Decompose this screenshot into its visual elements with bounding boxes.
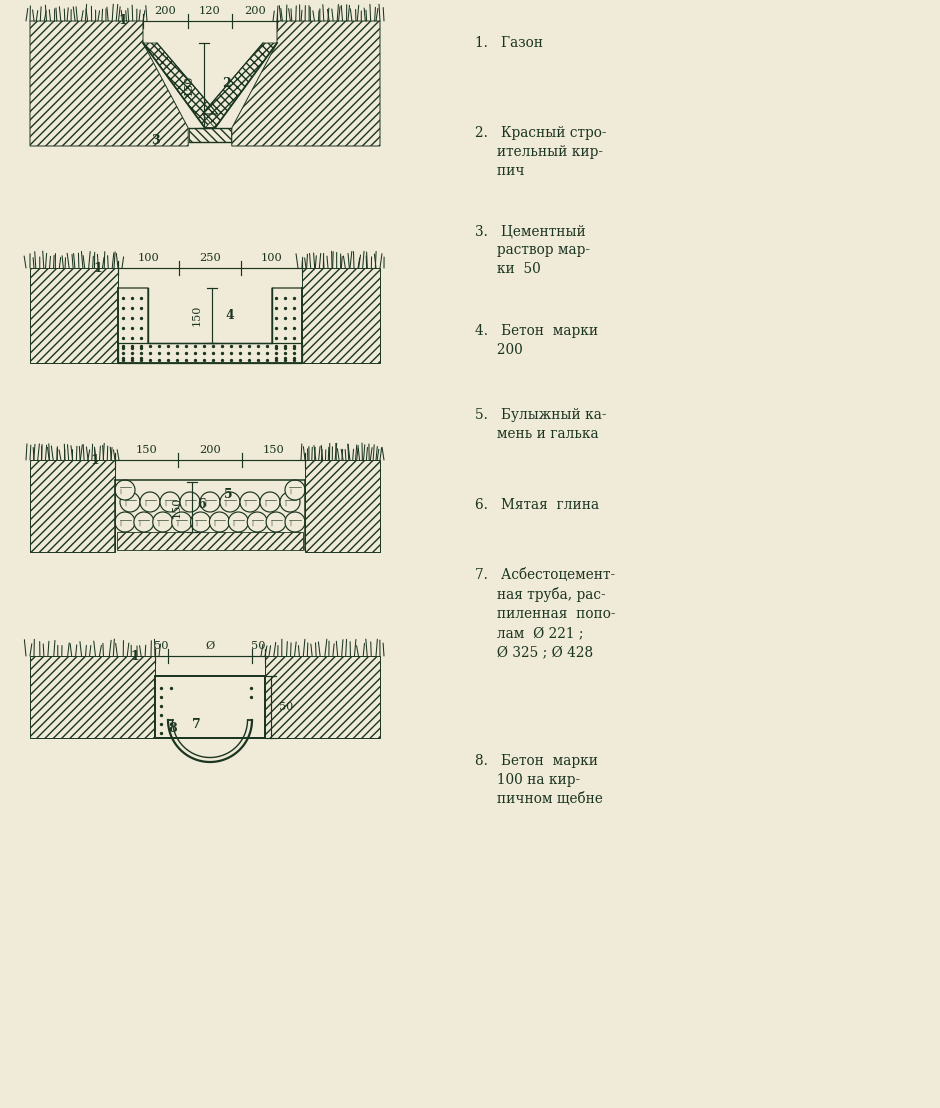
Circle shape [285, 480, 305, 500]
Circle shape [247, 512, 267, 532]
Text: 6.   Мятая  глина: 6. Мятая глина [475, 497, 599, 512]
Text: 120: 120 [199, 6, 221, 16]
Text: 4.   Бетон  марки
     200: 4. Бетон марки 200 [475, 324, 598, 357]
Circle shape [240, 492, 260, 512]
Polygon shape [189, 129, 231, 142]
Polygon shape [302, 268, 380, 363]
Circle shape [133, 512, 154, 532]
Polygon shape [30, 656, 155, 738]
Circle shape [228, 512, 248, 532]
Polygon shape [30, 268, 118, 363]
Polygon shape [30, 21, 188, 146]
Text: 150: 150 [184, 75, 194, 96]
Polygon shape [117, 532, 303, 550]
Circle shape [115, 480, 135, 500]
Circle shape [220, 492, 240, 512]
Text: 1: 1 [94, 261, 102, 275]
Text: 1.   Газон: 1. Газон [475, 35, 543, 50]
Polygon shape [232, 21, 380, 146]
Text: 150: 150 [135, 445, 158, 455]
Polygon shape [305, 460, 380, 552]
Text: 250: 250 [199, 253, 221, 263]
Text: 1: 1 [118, 14, 128, 28]
Circle shape [285, 512, 305, 532]
Text: 200: 200 [243, 6, 265, 16]
Text: 4: 4 [225, 309, 234, 322]
Polygon shape [118, 288, 148, 363]
Circle shape [120, 492, 140, 512]
Circle shape [160, 492, 180, 512]
Circle shape [180, 492, 200, 512]
Circle shape [200, 492, 220, 512]
Circle shape [191, 512, 211, 532]
Text: 50: 50 [154, 642, 169, 652]
Text: 200: 200 [154, 6, 176, 16]
Polygon shape [155, 676, 265, 738]
Text: 1: 1 [90, 453, 100, 466]
Text: 150: 150 [172, 496, 182, 517]
Text: 50: 50 [251, 642, 266, 652]
Text: 1: 1 [131, 649, 139, 663]
Polygon shape [202, 43, 277, 129]
Text: Ø: Ø [205, 642, 214, 652]
Text: 50: 50 [279, 702, 293, 712]
Text: 7.   Асбестоцемент-
     ная труба, рас-
     пиленная  попо-
     лам  Ø 221 ;
: 7. Асбестоцемент- ная труба, рас- пиленн… [475, 568, 616, 659]
Text: 100: 100 [138, 253, 160, 263]
Text: 7: 7 [192, 718, 200, 731]
Circle shape [210, 512, 229, 532]
Text: 200: 200 [199, 445, 221, 455]
Circle shape [115, 512, 135, 532]
Text: 5.   Булыжный ка-
     мень и галька: 5. Булыжный ка- мень и галька [475, 408, 606, 441]
Circle shape [266, 512, 286, 532]
Polygon shape [272, 288, 302, 363]
Polygon shape [30, 460, 115, 552]
Text: 3.   Цементный
     раствор мар-
     ки  50: 3. Цементный раствор мар- ки 50 [475, 224, 590, 276]
Circle shape [153, 512, 173, 532]
Text: 8: 8 [168, 722, 178, 736]
Text: 150: 150 [262, 445, 284, 455]
Text: 3: 3 [150, 134, 159, 147]
Circle shape [260, 492, 280, 512]
Circle shape [172, 512, 192, 532]
Circle shape [140, 492, 160, 512]
Text: 8.   Бетон  марки
     100 на кир-
     пичном щебне: 8. Бетон марки 100 на кир- пичном щебне [475, 755, 603, 806]
Text: 150: 150 [192, 305, 202, 326]
Text: 2.   Красный стро-
     ительный кир-
     пич: 2. Красный стро- ительный кир- пич [475, 126, 606, 178]
Polygon shape [143, 43, 217, 129]
Text: 5: 5 [224, 488, 232, 501]
Text: 6: 6 [197, 497, 206, 511]
Polygon shape [118, 343, 302, 363]
Text: 2: 2 [222, 78, 230, 90]
Circle shape [280, 492, 300, 512]
Polygon shape [265, 656, 380, 738]
Text: 100: 100 [260, 253, 282, 263]
